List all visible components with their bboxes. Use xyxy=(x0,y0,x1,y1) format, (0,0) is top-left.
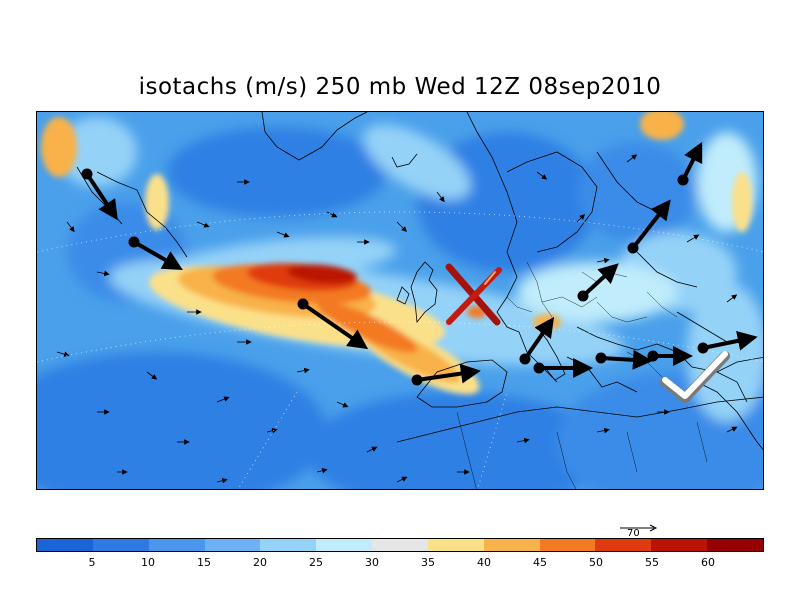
colorbar-tick-label: 60 xyxy=(701,556,715,569)
colorbar-segment xyxy=(260,539,317,551)
colorbar-tick-label: 25 xyxy=(309,556,323,569)
wind-vectors xyxy=(56,154,738,484)
reference-vector-arrow xyxy=(620,524,658,532)
map-title: isotachs (m/s) 250 mb Wed 12Z 08sep2010 xyxy=(138,74,662,100)
jet-arrow xyxy=(702,331,758,351)
colorbar-tick-label: 10 xyxy=(141,556,155,569)
jet-arrow xyxy=(133,240,183,270)
coastlines xyxy=(76,112,763,451)
jet-arrow xyxy=(301,302,369,350)
map-canvas xyxy=(37,112,763,489)
jet-arrow xyxy=(600,349,653,370)
colorbar-tick-label: 5 xyxy=(88,556,96,569)
colorbar-segment xyxy=(427,539,484,551)
colorbar-tick-label: 35 xyxy=(421,556,435,569)
wind-field xyxy=(37,112,763,489)
colorbar-segment xyxy=(539,539,596,551)
colorbar-segment xyxy=(372,539,428,551)
colorbar-segment xyxy=(204,539,261,551)
colorbar-tick-label: 15 xyxy=(197,556,211,569)
colorbar-segment xyxy=(316,539,373,551)
jet-arrow xyxy=(85,172,118,221)
colorbar-segment xyxy=(37,539,93,551)
colorbar-segment xyxy=(707,539,763,551)
white-check-mark xyxy=(660,351,730,403)
colorbar-segment xyxy=(148,539,205,551)
graticule xyxy=(37,211,763,489)
reference-vector-label: 70 xyxy=(627,528,640,539)
jet-arrows xyxy=(81,141,758,386)
red-x-mark xyxy=(445,263,502,326)
colorbar-segment xyxy=(483,539,540,551)
isotach-map xyxy=(36,111,764,490)
colorbar-tick-label: 20 xyxy=(253,556,267,569)
colorbar-tick-label: 45 xyxy=(533,556,547,569)
colorbar-segment xyxy=(595,539,652,551)
colorbar-tick-label: 30 xyxy=(365,556,379,569)
colorbar-segment xyxy=(651,539,708,551)
colorbar-tick-label: 55 xyxy=(645,556,659,569)
jet-arrow xyxy=(523,316,555,361)
colorbar-tick-label: 40 xyxy=(477,556,491,569)
jet-arrow xyxy=(416,363,481,384)
colorbar xyxy=(36,538,764,552)
colorbar-segment xyxy=(92,539,149,551)
jet-arrow xyxy=(631,199,671,250)
colorbar-tick-label: 50 xyxy=(589,556,603,569)
